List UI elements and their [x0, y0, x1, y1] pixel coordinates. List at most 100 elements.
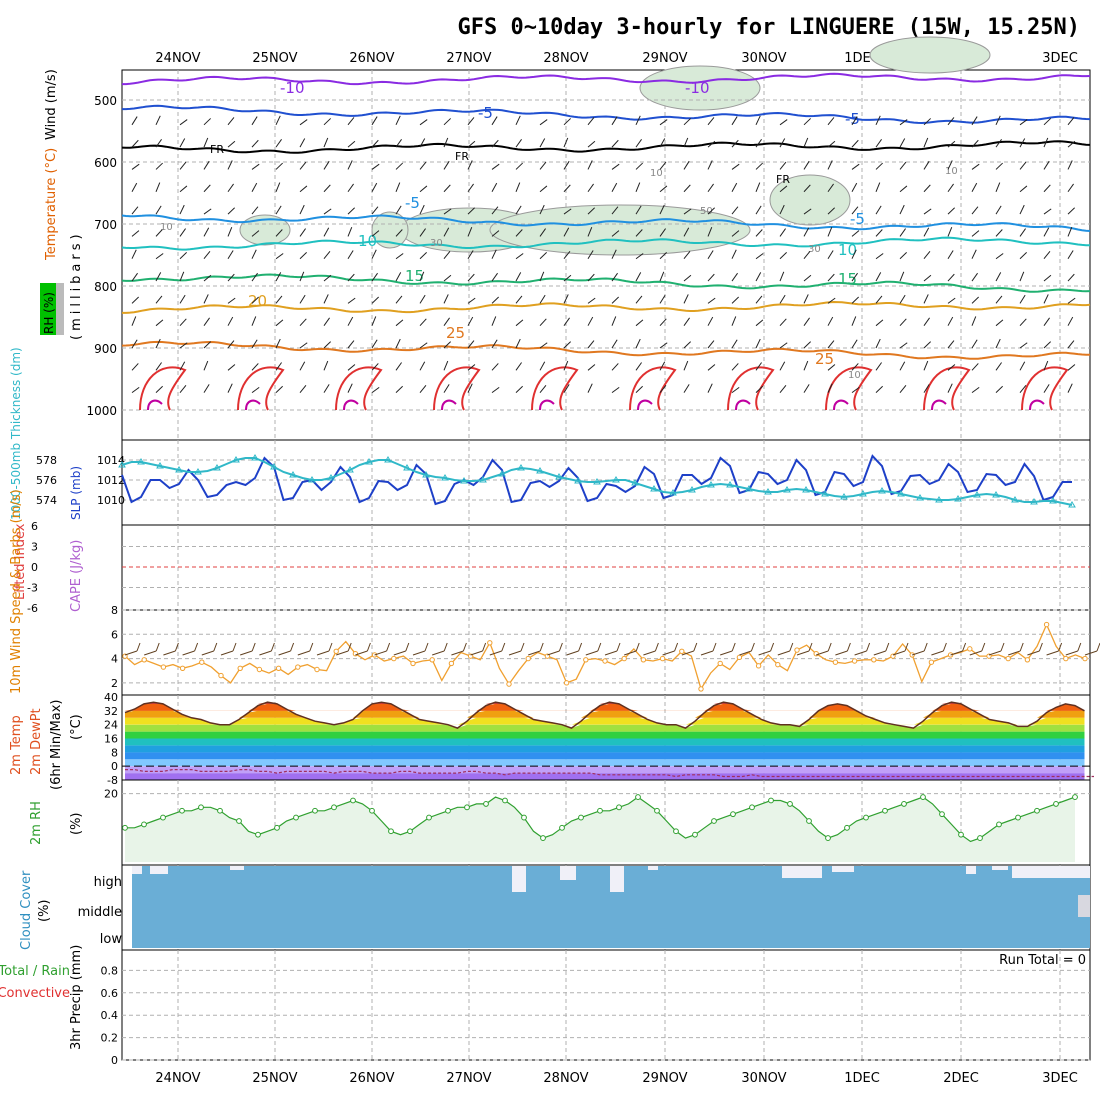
wind-barb — [635, 272, 642, 282]
wind-barb — [371, 363, 379, 371]
cloud-gap — [132, 866, 142, 874]
wind-barb — [203, 137, 209, 148]
wind-tick-label: 4 — [111, 653, 118, 666]
wind-barb — [851, 116, 858, 126]
wind-barb — [635, 253, 644, 260]
wind-barb — [587, 140, 596, 148]
wind-barb — [995, 362, 1002, 371]
thickness-point — [536, 467, 544, 474]
wind-barb — [299, 294, 306, 304]
rh-point — [407, 828, 413, 835]
wind-barb — [275, 319, 284, 327]
hot-contour — [735, 399, 751, 411]
rh-point — [1053, 801, 1059, 807]
wind-barb — [1019, 138, 1026, 148]
wind-barb — [779, 185, 788, 193]
wind-barb — [899, 318, 907, 327]
wind-barb — [323, 274, 332, 282]
top-date-label: 27NOV — [446, 51, 491, 66]
wind-barb — [731, 363, 739, 371]
temp-tick-label: 16 — [104, 733, 118, 746]
wind-barb — [1067, 140, 1076, 148]
cloud-gap — [610, 866, 624, 892]
wind-barb — [707, 250, 714, 259]
thickness-point — [593, 478, 601, 485]
wind-barb-flag — [789, 642, 794, 652]
thickness-point — [574, 477, 582, 484]
wind-speed-point — [679, 648, 685, 654]
wind-barb — [371, 230, 380, 237]
wind-barb — [659, 294, 666, 304]
wind-barb — [899, 294, 906, 304]
wind-barb-shaft — [508, 650, 522, 656]
wind-barb-flag — [270, 642, 275, 652]
wind-barb-flag — [674, 642, 679, 652]
precip-tick-label: 0.8 — [101, 964, 119, 977]
wind-barb — [971, 363, 979, 371]
wind-speed-point — [199, 659, 205, 665]
temp-band — [125, 745, 1085, 753]
wind-barb — [563, 118, 571, 126]
wind-barb — [515, 362, 522, 371]
wind-barb — [467, 160, 473, 170]
wind-barb — [467, 340, 475, 349]
rh-point — [198, 804, 204, 811]
thickness-point — [916, 494, 924, 501]
wind-barb-flag — [1058, 642, 1063, 652]
hot-contour — [833, 399, 849, 411]
wind-barb — [947, 364, 956, 371]
wind-barb — [707, 160, 713, 170]
wind-tick-label: 6 — [111, 628, 118, 641]
wind-barb — [203, 160, 210, 170]
wind-barb — [419, 294, 426, 304]
thickness-point — [859, 490, 867, 497]
isotherm-line — [122, 104, 1091, 125]
wind-barb-flag — [904, 642, 909, 652]
wind-barb — [755, 162, 763, 170]
wind-barb-shaft — [297, 650, 310, 656]
wind-barb — [587, 183, 594, 193]
wind-barb — [923, 360, 929, 371]
wind-barb-flag — [443, 642, 448, 652]
wind-speed-point — [813, 651, 819, 657]
rh-point — [141, 821, 147, 828]
wind-barb-flag — [981, 642, 986, 652]
wind-speed-point — [1063, 655, 1069, 662]
wind-barb — [443, 118, 451, 126]
thickness-point — [669, 489, 677, 496]
rh-point — [673, 828, 679, 835]
wind-barb — [1019, 119, 1028, 126]
wind-barb — [539, 294, 546, 304]
wind-barb — [1043, 384, 1050, 393]
rh-point — [293, 814, 299, 821]
thickness-slp-panel: 1014 1012 1010 578 576 574 1000-500mb Thicknes… — [9, 347, 1091, 526]
wind-barb — [347, 160, 353, 170]
wind-barb — [1019, 185, 1028, 193]
wind-speed-point — [928, 659, 935, 665]
wind-barb — [131, 296, 139, 304]
wind-barb — [227, 340, 235, 349]
cloud-gap — [832, 866, 854, 872]
contour-label: FR — [455, 150, 469, 163]
thickness-point — [403, 464, 411, 471]
contour-label: -10 — [280, 79, 305, 97]
wind-barb — [443, 274, 452, 282]
wind-barb — [539, 342, 548, 349]
wind-barb — [635, 385, 643, 394]
wind-barb-shaft — [220, 650, 234, 656]
wind-barb — [275, 162, 283, 170]
cloud-gap — [1012, 866, 1090, 878]
wind10-axis-label: 10m Wind Speed & Barbs (m/s) — [9, 489, 24, 694]
contour-label: 25 — [815, 350, 834, 368]
slp-axis-label: SLP (mb) — [69, 466, 83, 520]
wind-barb — [1019, 161, 1027, 170]
thickness-point — [289, 471, 297, 478]
bottom-date-label: 1DEC — [844, 1071, 880, 1086]
li-tick-label: 0 — [31, 561, 38, 574]
wind-barb — [539, 185, 548, 193]
panel-frame — [121, 439, 1091, 526]
wind-barb — [491, 182, 498, 193]
wind-barb — [779, 138, 786, 148]
